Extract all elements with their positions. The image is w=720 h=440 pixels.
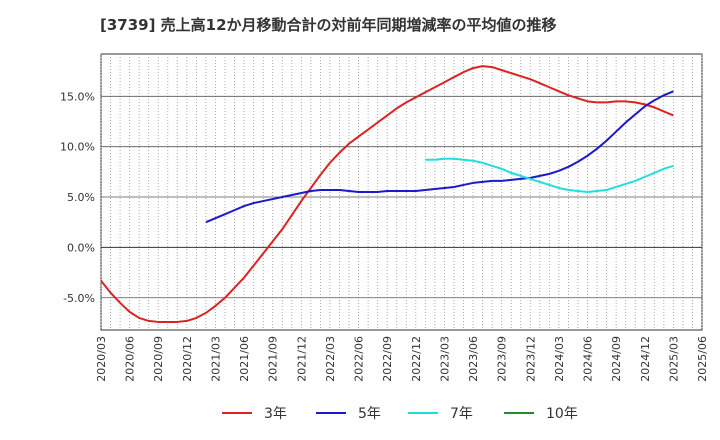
series-line-3年 [100,65,674,323]
x-tick-label: 2023/06 [467,336,480,382]
y-tick-label: 10.0% [60,141,95,154]
x-tick-label: 2021/06 [238,336,251,382]
x-tick-label: 2022/09 [381,336,394,382]
legend-label: 10年 [546,406,578,422]
x-tick-label: 2020/09 [152,336,165,382]
series-line-5年 [205,90,674,224]
y-tick-label: 15.0% [60,90,95,103]
legend-label: 3年 [264,406,287,422]
x-tick-label: 2020/03 [95,336,108,382]
x-tick-label: 2024/09 [610,336,623,382]
x-tick-label: 2024/12 [639,336,652,382]
x-tick-label: 2025/03 [667,336,680,382]
x-tick-label: 2023/03 [438,336,451,382]
x-tick-label: 2021/12 [295,336,308,382]
x-tick-label: 2025/06 [696,336,709,382]
legend-label: 5年 [358,406,381,422]
x-tick-label: 2022/06 [353,336,366,382]
chart-title: [3739] 売上高12か月移動合計の対前年同期増減率の平均値の推移 [100,16,557,34]
x-tick-label: 2024/06 [582,336,595,382]
x-tick-label: 2020/06 [124,336,137,382]
y-tick-label: 0.0% [67,241,95,254]
x-tick-label: 2022/12 [410,336,423,382]
series-line-7年 [425,157,674,193]
x-tick-label: 2023/12 [524,336,537,382]
x-tick-label: 2024/03 [553,336,566,382]
y-tick-label: 5.0% [67,191,95,204]
x-tick-label: 2020/12 [181,336,194,382]
x-tick-label: 2021/03 [209,336,222,382]
plot-area [100,53,703,331]
x-tick-label: 2021/09 [267,336,280,382]
x-tick-label: 2022/03 [324,336,337,382]
legend-label: 7年 [450,406,473,422]
x-tick-label: 2023/09 [496,336,509,382]
y-tick-label: -5.0% [63,292,95,305]
